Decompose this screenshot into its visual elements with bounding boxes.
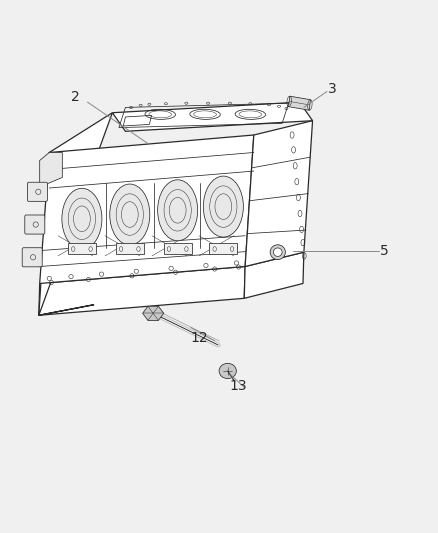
Polygon shape <box>40 135 254 284</box>
Polygon shape <box>39 266 245 316</box>
Ellipse shape <box>158 180 198 241</box>
Text: 3: 3 <box>328 82 336 96</box>
Polygon shape <box>143 306 164 320</box>
Polygon shape <box>113 102 313 131</box>
Ellipse shape <box>270 245 286 260</box>
FancyBboxPatch shape <box>22 248 42 267</box>
Text: 5: 5 <box>380 244 389 257</box>
Text: 12: 12 <box>191 331 208 345</box>
Polygon shape <box>40 152 62 187</box>
Polygon shape <box>39 113 113 316</box>
Ellipse shape <box>110 184 150 245</box>
Polygon shape <box>244 252 304 298</box>
Ellipse shape <box>273 248 282 256</box>
FancyBboxPatch shape <box>25 215 45 234</box>
Text: 13: 13 <box>230 379 247 393</box>
FancyBboxPatch shape <box>28 182 47 201</box>
Polygon shape <box>164 243 191 254</box>
Polygon shape <box>289 96 311 110</box>
Text: 2: 2 <box>71 90 80 104</box>
Polygon shape <box>209 243 237 254</box>
Ellipse shape <box>203 176 244 237</box>
Polygon shape <box>116 243 144 254</box>
Ellipse shape <box>62 188 102 249</box>
Ellipse shape <box>219 364 237 378</box>
Polygon shape <box>68 243 96 254</box>
Polygon shape <box>245 120 313 266</box>
